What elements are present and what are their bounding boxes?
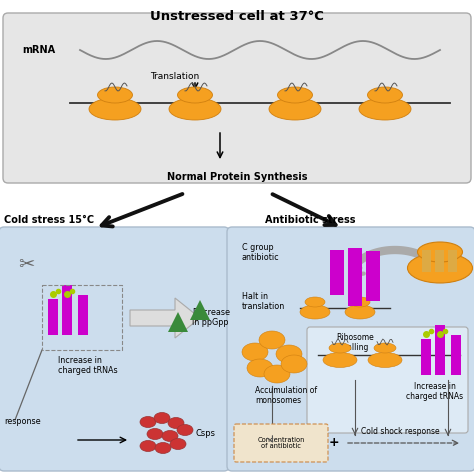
Text: Antibiotic stress: Antibiotic stress (265, 215, 356, 225)
Text: Csps: Csps (196, 429, 216, 438)
Text: Halt in
translation: Halt in translation (242, 292, 285, 311)
Text: Cold stress 15°C: Cold stress 15°C (4, 215, 94, 225)
Ellipse shape (350, 297, 370, 307)
Ellipse shape (359, 98, 411, 120)
Text: Ribosome
stalling: Ribosome stalling (336, 333, 374, 352)
Text: Unstressed cell at 37°C: Unstressed cell at 37°C (150, 10, 324, 23)
Bar (435, 325, 445, 375)
Ellipse shape (305, 297, 325, 307)
Bar (422, 250, 431, 272)
Bar (48, 299, 58, 335)
Ellipse shape (168, 418, 184, 428)
Text: Increase in
charged tRNAs: Increase in charged tRNAs (406, 382, 464, 401)
FancyBboxPatch shape (227, 227, 474, 471)
Bar (62, 285, 72, 335)
Text: Translation: Translation (150, 72, 200, 81)
Ellipse shape (300, 305, 330, 319)
Ellipse shape (367, 87, 402, 103)
Text: Normal Protein Synthesis: Normal Protein Synthesis (167, 172, 307, 182)
FancyBboxPatch shape (3, 13, 471, 183)
Bar (42, 285, 122, 350)
Ellipse shape (329, 343, 351, 353)
Polygon shape (190, 300, 210, 320)
Bar (435, 250, 444, 272)
Bar (330, 250, 344, 295)
FancyBboxPatch shape (234, 424, 328, 462)
Ellipse shape (89, 98, 141, 120)
Text: Concentration
of antibiotic: Concentration of antibiotic (257, 437, 305, 449)
Ellipse shape (170, 438, 186, 449)
Ellipse shape (162, 430, 178, 441)
Ellipse shape (140, 440, 156, 452)
Ellipse shape (259, 331, 285, 349)
Bar (421, 339, 431, 375)
Text: Cold shock response: Cold shock response (361, 427, 439, 436)
Ellipse shape (140, 417, 156, 428)
FancyBboxPatch shape (0, 227, 229, 471)
Ellipse shape (374, 343, 396, 353)
Ellipse shape (276, 345, 302, 363)
PathPatch shape (130, 298, 200, 338)
Text: mRNA: mRNA (22, 45, 55, 55)
Ellipse shape (418, 242, 463, 262)
Ellipse shape (169, 98, 221, 120)
Text: Increase in
charged tRNAs: Increase in charged tRNAs (58, 356, 118, 375)
Bar (348, 248, 362, 306)
Ellipse shape (177, 87, 212, 103)
Text: Accumulation of
monosomes: Accumulation of monosomes (255, 386, 317, 405)
Bar (78, 295, 88, 335)
Bar (451, 335, 461, 375)
Bar (366, 251, 380, 301)
Bar (448, 250, 457, 272)
Text: +: + (328, 437, 339, 449)
Ellipse shape (281, 355, 307, 373)
Ellipse shape (269, 98, 321, 120)
Polygon shape (168, 312, 188, 332)
Ellipse shape (247, 359, 273, 377)
Ellipse shape (154, 412, 170, 423)
Ellipse shape (277, 87, 312, 103)
Ellipse shape (242, 343, 268, 361)
FancyBboxPatch shape (307, 327, 468, 433)
Ellipse shape (98, 87, 133, 103)
Ellipse shape (345, 305, 375, 319)
Ellipse shape (177, 425, 193, 436)
Ellipse shape (264, 365, 290, 383)
Ellipse shape (155, 443, 171, 454)
Ellipse shape (147, 428, 163, 439)
Text: Decrease
In ppGpp: Decrease In ppGpp (192, 308, 230, 328)
Ellipse shape (408, 253, 473, 283)
Ellipse shape (368, 353, 402, 367)
Ellipse shape (323, 353, 357, 367)
Text: C group
antibiotic: C group antibiotic (242, 243, 280, 263)
Text: response: response (4, 418, 41, 427)
Text: ✂: ✂ (18, 255, 35, 274)
